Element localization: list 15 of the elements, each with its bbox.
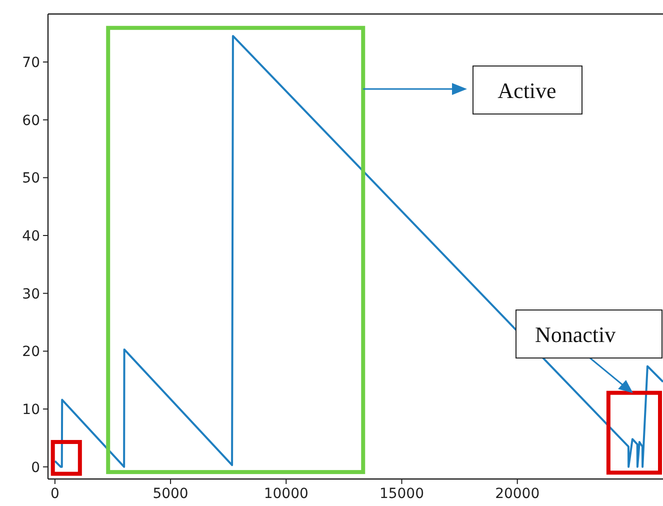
annotation: Active xyxy=(498,78,556,103)
y-tick-label: 20 xyxy=(22,344,40,360)
y-tick-label: 10 xyxy=(22,402,40,418)
x-tick-label: 10000 xyxy=(264,486,308,502)
x-tick-label: 20000 xyxy=(495,486,540,502)
y-tick-label: 40 xyxy=(22,228,40,245)
y-tick-label: 60 xyxy=(22,112,40,129)
y-tick-label: 70 xyxy=(22,55,40,72)
x-tick-label: 0 xyxy=(50,486,60,502)
y-tick-label: 0 xyxy=(31,460,40,476)
x-tick-label: 5000 xyxy=(152,486,188,502)
y-tick-label: 30 xyxy=(22,286,40,302)
annotation: Nonactiv xyxy=(535,322,616,347)
x-tick-label: 15000 xyxy=(379,486,424,502)
y-tick-label: 50 xyxy=(22,170,40,187)
